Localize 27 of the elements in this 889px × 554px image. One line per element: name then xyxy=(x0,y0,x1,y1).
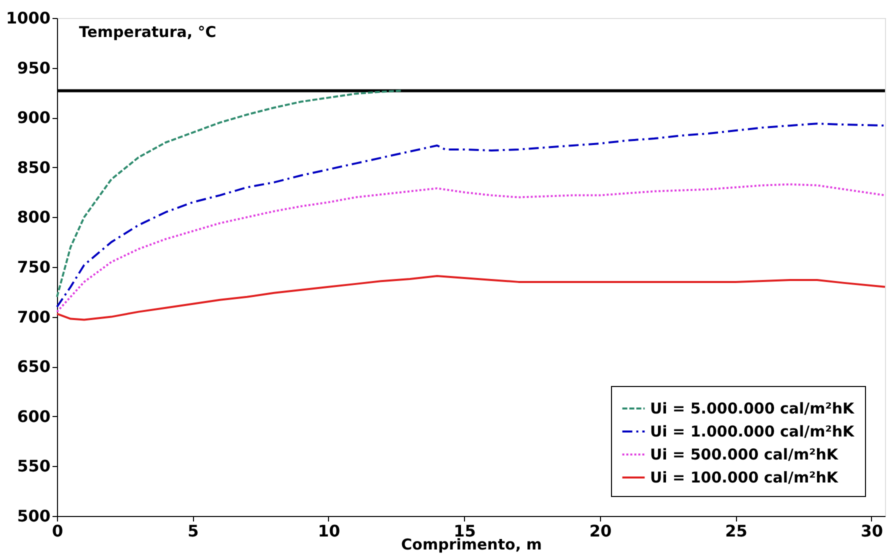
x-tick-label: 30 xyxy=(860,522,884,540)
y-tick-label: 500 xyxy=(17,506,50,526)
y-tick-label: 800 xyxy=(17,208,50,227)
y-tick-label: 1000 xyxy=(6,8,50,28)
y-axis-title: Temperatura, °C xyxy=(79,23,216,41)
y-tick-label: 700 xyxy=(17,307,50,326)
x-tick-label: 25 xyxy=(725,522,748,540)
x-tick-label: 0 xyxy=(52,522,64,540)
y-tick-label: 850 xyxy=(17,158,50,177)
legend-label: Ui = 500.000 cal/m²hK xyxy=(650,446,840,464)
line-series xyxy=(56,183,886,313)
x-axis-title: Comprimento, m xyxy=(401,536,542,554)
line-series xyxy=(56,274,886,321)
legend-label: Ui = 100.000 cal/m²hK xyxy=(650,468,840,486)
line-series xyxy=(56,122,886,308)
y-tick-label: 950 xyxy=(17,58,50,78)
line-series xyxy=(56,90,403,298)
y-tick-label: 650 xyxy=(17,357,50,376)
x-tick-label: 5 xyxy=(188,522,199,540)
legend-label: Ui = 5.000.000 cal/m²hK xyxy=(650,400,856,418)
y-tick-label: 900 xyxy=(17,108,50,128)
legend-label: Ui = 1.000.000 cal/m²hK xyxy=(650,422,856,440)
x-tick-label: 20 xyxy=(589,522,612,540)
y-tick-label: 750 xyxy=(17,258,50,276)
y-tick-label: 600 xyxy=(17,406,50,426)
x-tick-label: 10 xyxy=(318,522,340,540)
y-tick-label: 550 xyxy=(17,456,50,476)
